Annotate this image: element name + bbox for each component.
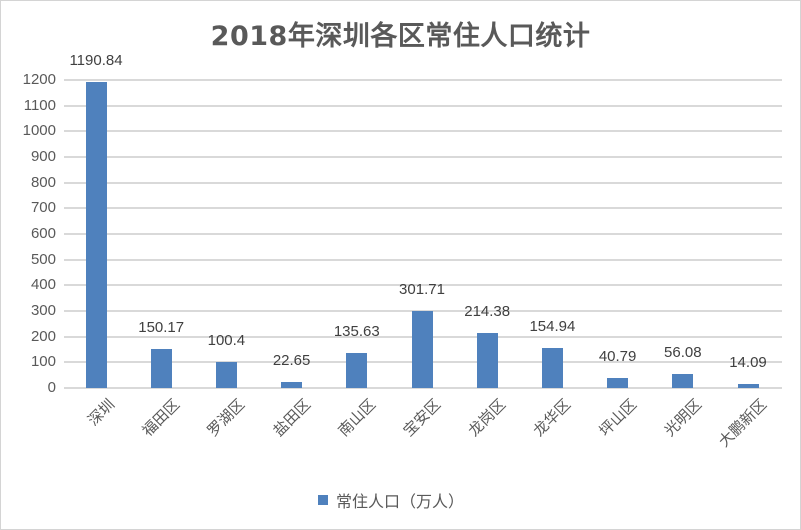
y-tick-label: 1200 [22,71,56,88]
y-tick-label: 500 [30,250,56,268]
y-tick-label: 1000 [22,122,56,140]
y-tick-label: 100 [30,353,56,371]
chart-title: 2018年深圳各区常住人口统计 [210,21,591,52]
data-label: 22.65 [272,352,311,370]
bar [476,332,498,388]
bar [215,362,237,388]
y-tick-label: 300 [30,302,56,319]
legend-swatch [318,495,328,505]
data-label: 214.38 [464,302,511,320]
gridline [64,284,782,287]
gridline [64,233,782,235]
y-tick-label: 600 [30,225,56,242]
data-label: 40.79 [598,347,637,365]
y-tick-label: 400 [30,276,56,294]
bar [411,310,433,388]
y-tick-label: 1100 [23,96,56,114]
data-label: 56.08 [664,343,702,361]
data-label: 154.94 [529,318,576,336]
gridline [64,387,782,389]
data-label: 150.17 [138,319,185,337]
bar [150,349,172,388]
legend-label: 常住人口（万人） [336,492,465,511]
y-tick-label: 200 [30,327,56,345]
bar [281,382,303,388]
data-label: 100.4 [207,332,246,350]
gridline [64,181,782,184]
legend: 常住人口（万人） [318,488,464,512]
y-tick-label: 0 [47,379,56,396]
bar [346,353,368,388]
gridline [64,79,782,81]
gridline [64,130,782,133]
y-tick-label: 700 [30,199,56,217]
gridline [64,258,782,261]
bar [607,377,629,388]
data-label: 1190.84 [69,52,123,70]
gridline [64,156,782,158]
bar [541,348,563,388]
y-tick-label: 800 [30,173,56,191]
data-label: 135.63 [333,323,380,341]
plot-area: 0 100 200 300 400 500 600 700 800 900 1000 1100 1200… [23,52,782,451]
bar [672,373,694,388]
data-label: 14.09 [729,354,767,372]
data-label: 301.71 [399,280,445,298]
gridline [64,104,782,107]
gridline [64,207,782,210]
bar [737,384,759,388]
y-tick-label: 900 [30,148,56,165]
bar [85,82,107,388]
